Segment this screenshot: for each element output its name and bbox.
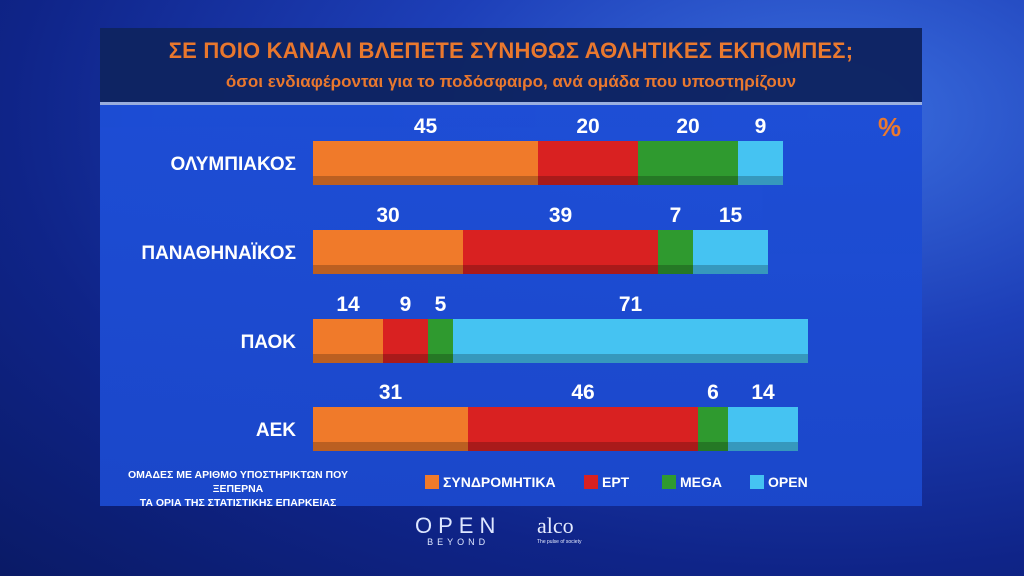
bar-segment-shadow bbox=[313, 176, 538, 185]
bar-segment-shadow bbox=[658, 265, 693, 274]
bar-segment-shadow bbox=[468, 442, 698, 451]
title-bar: ΣΕ ΠΟΙΟ ΚΑΝΑΛΙ ΒΛΕΠΕΤΕ ΣΥΝΗΘΩΣ ΑΘΛΗΤΙΚΕΣ… bbox=[100, 28, 922, 105]
open-beyond-logo: OPEN BEYOND bbox=[415, 513, 502, 547]
footnote: ΟΜΑΔΕΣ ΜΕ ΑΡΙΘΜΟ ΥΠΟΣΤΗΡΙΚΤΩΝ ΠΟΥ ΞΕΠΕΡΝ… bbox=[108, 468, 368, 510]
data-label: 45 bbox=[414, 115, 438, 138]
legend-swatch bbox=[584, 475, 598, 489]
category-label: ΑΕΚ bbox=[256, 420, 296, 441]
footnote-line-1: ΟΜΑΔΕΣ ΜΕ ΑΡΙΘΜΟ ΥΠΟΣΤΗΡΙΚΤΩΝ ΠΟΥ ΞΕΠΕΡΝ… bbox=[127, 469, 348, 495]
data-label: 39 bbox=[549, 204, 572, 227]
legend-item-open: OPEN bbox=[750, 472, 808, 492]
bar-segment-shadow bbox=[638, 176, 738, 185]
data-label: 9 bbox=[400, 293, 412, 316]
bar-segment-shadow bbox=[383, 354, 428, 363]
data-label: 5 bbox=[435, 293, 447, 316]
legend-item-mega: MEGA bbox=[662, 472, 722, 492]
bar-segment-shadow bbox=[313, 442, 468, 451]
legend-item-ert: ΕΡΤ bbox=[584, 472, 629, 492]
data-label: 30 bbox=[376, 204, 399, 227]
bar-segment-shadow bbox=[428, 354, 453, 363]
alco-logo: alco The pulse of society bbox=[537, 513, 582, 545]
bar-segment-shadow bbox=[453, 354, 808, 363]
bar-segment-shadow bbox=[738, 176, 783, 185]
data-label: 15 bbox=[719, 204, 743, 227]
legend-item-subscription: ΣΥΝΔΡΟΜΗΤΙΚΑ bbox=[425, 472, 556, 492]
data-label: 6 bbox=[707, 381, 719, 404]
bar-segment-shadow bbox=[463, 265, 658, 274]
legend-swatch bbox=[662, 475, 676, 489]
bar-segment-shadow bbox=[698, 442, 728, 451]
bar-segment-shadow bbox=[693, 265, 768, 274]
data-label: 20 bbox=[676, 115, 699, 138]
category-label: ΠΑΝΑΘΗΝΑΪΚΟΣ bbox=[141, 243, 296, 264]
category-label: ΠΑΟΚ bbox=[241, 332, 297, 353]
data-label: 14 bbox=[336, 293, 360, 316]
data-label: 20 bbox=[576, 115, 599, 138]
data-label: 31 bbox=[379, 381, 403, 404]
chart-subtitle: όσοι ενδιαφέρονται για το ποδόσφαιρο, αν… bbox=[225, 72, 797, 91]
chart-title: ΣΕ ΠΟΙΟ ΚΑΝΑΛΙ ΒΛΕΠΕΤΕ ΣΥΝΗΘΩΣ ΑΘΛΗΤΙΚΕΣ… bbox=[168, 38, 854, 63]
bar-segment-shadow bbox=[313, 354, 383, 363]
bar-segment-shadow bbox=[538, 176, 638, 185]
data-label: 14 bbox=[751, 381, 775, 404]
footnote-line-2: ΤΑ ΟΡΙΑ ΤΗΣ ΣΤΑΤΙΣΤΙΚΗΣ ΕΠΑΡΚΕΙΑΣ bbox=[139, 497, 337, 509]
category-label: ΟΛΥΜΠΙΑΚΟΣ bbox=[171, 154, 296, 175]
data-label: 46 bbox=[571, 381, 594, 404]
bar-segment-shadow bbox=[728, 442, 798, 451]
data-label: 71 bbox=[619, 293, 643, 316]
legend-swatch bbox=[425, 475, 439, 489]
data-label: 7 bbox=[670, 204, 682, 227]
data-label: 9 bbox=[755, 115, 767, 138]
percent-unit: % bbox=[878, 112, 902, 142]
legend-swatch bbox=[750, 475, 764, 489]
bar-segment-shadow bbox=[313, 265, 463, 274]
